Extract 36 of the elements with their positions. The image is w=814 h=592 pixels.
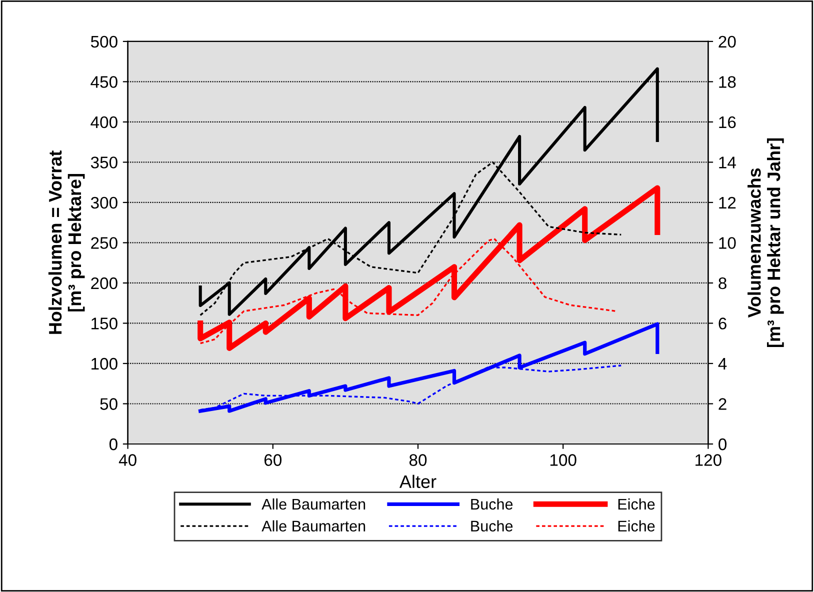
legend-label: Eiche (618, 498, 655, 510)
legend-label: Buche (471, 498, 513, 510)
y2-tick-label: 14 (719, 156, 736, 168)
y-tick-label: 400 (90, 116, 118, 128)
y2-tick-label: 12 (719, 196, 736, 209)
legend-label: Alle Baumarten (262, 498, 366, 510)
y-tick-label: 200 (91, 277, 118, 290)
y2-tick-label: 8 (718, 277, 726, 290)
y-tick-label: 450 (90, 76, 118, 88)
x-tick-label: 100 (550, 454, 576, 466)
legend-label: Alle Baumarten (262, 520, 366, 532)
x-tick-label: 120 (696, 454, 722, 466)
y2-tick-label: 6 (718, 318, 726, 330)
y-tick-label: 0 (109, 438, 118, 450)
y2-tick-label: 4 (718, 358, 727, 370)
y-tick-label: 250 (91, 237, 118, 249)
legend-label: Eiche (618, 520, 655, 532)
y-tick-label: 300 (90, 196, 118, 209)
y2-axis-title: Volumenzuwachs [m³ pro Hektar und Jahr] (748, 138, 784, 348)
y2-tick-label: 16 (719, 116, 736, 128)
y-tick-label: 500 (90, 36, 118, 48)
x-tick-label: 40 (118, 454, 136, 466)
y-tick-label: 350 (90, 156, 118, 168)
y-tick-label: 150 (92, 318, 118, 330)
legend-label: Buche (471, 520, 513, 532)
y2-tick-label: 2 (718, 398, 726, 410)
y2-tick-label: 20 (718, 36, 736, 48)
x-axis-title: Alter (399, 474, 436, 488)
y-tick-label: 50 (100, 398, 118, 410)
y2-tick-label: 0 (718, 438, 727, 450)
y2-tick-label: 18 (719, 76, 736, 88)
y2-tick-label: 10 (719, 237, 736, 249)
y-tick-label: 100 (92, 358, 118, 370)
y-axis-title: Holzvolumen = Vorrat [m³ pro Hektare] (48, 150, 85, 334)
x-tick-label: 80 (409, 454, 427, 466)
x-tick-label: 60 (264, 454, 282, 466)
